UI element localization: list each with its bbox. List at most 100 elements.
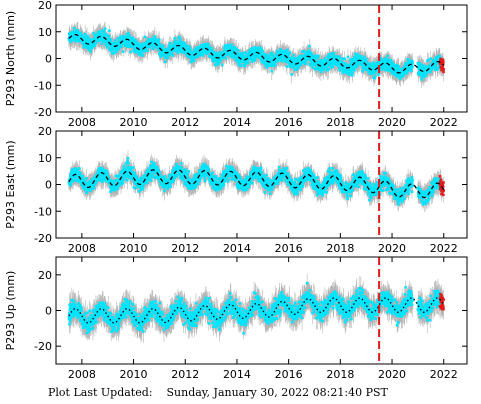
data-point bbox=[395, 73, 398, 77]
data-point bbox=[258, 47, 262, 51]
data-point bbox=[223, 55, 226, 58]
data-point bbox=[441, 65, 445, 68]
data-point bbox=[372, 66, 375, 70]
data-point bbox=[139, 45, 142, 49]
data-point bbox=[322, 68, 325, 72]
data-point bbox=[104, 43, 108, 47]
y-tick-label: -20 bbox=[34, 106, 52, 119]
data-point bbox=[131, 36, 134, 40]
data-point bbox=[84, 44, 88, 48]
data-point bbox=[207, 44, 210, 48]
data-point bbox=[229, 55, 233, 58]
data-point bbox=[328, 54, 332, 58]
data-point bbox=[192, 59, 196, 63]
data-point bbox=[395, 65, 398, 69]
data-point bbox=[225, 43, 229, 47]
data-point bbox=[87, 36, 90, 40]
data-point bbox=[87, 43, 90, 47]
data-point bbox=[253, 56, 257, 60]
data-point bbox=[189, 51, 193, 55]
data-point bbox=[291, 57, 294, 61]
data-point bbox=[285, 60, 288, 64]
data-point bbox=[73, 37, 77, 41]
data-point bbox=[403, 66, 406, 69]
data-point bbox=[295, 59, 299, 62]
data-point bbox=[295, 63, 299, 67]
data-point bbox=[403, 70, 407, 73]
data-point bbox=[324, 58, 328, 62]
data-point bbox=[405, 71, 409, 75]
data-point bbox=[199, 53, 202, 57]
data-points bbox=[67, 26, 442, 81]
data-point bbox=[353, 52, 357, 56]
data-point bbox=[410, 59, 414, 63]
data-point bbox=[204, 42, 208, 46]
data-point bbox=[288, 51, 292, 54]
data-point bbox=[309, 51, 313, 55]
data-point bbox=[434, 62, 438, 66]
data-point bbox=[91, 45, 95, 48]
data-point bbox=[247, 58, 250, 62]
data-point bbox=[434, 67, 438, 70]
data-point bbox=[206, 50, 210, 54]
data-point bbox=[293, 61, 296, 65]
data-point bbox=[253, 49, 256, 52]
data-point bbox=[310, 55, 314, 58]
y-tick-label: 10 bbox=[38, 26, 52, 39]
data-point bbox=[265, 65, 269, 68]
data-point bbox=[159, 55, 163, 58]
data-point bbox=[235, 47, 238, 51]
data-point bbox=[327, 53, 331, 56]
data-point bbox=[389, 58, 393, 62]
data-point bbox=[279, 48, 282, 51]
data-point bbox=[119, 36, 122, 39]
data-point bbox=[432, 58, 436, 62]
data-point bbox=[272, 56, 275, 60]
data-point bbox=[368, 64, 372, 68]
data-point bbox=[373, 75, 377, 78]
data-point bbox=[281, 59, 285, 63]
data-point bbox=[254, 45, 257, 49]
data-point bbox=[337, 59, 341, 62]
data-point bbox=[210, 47, 213, 50]
data-point bbox=[255, 55, 259, 58]
data-point bbox=[147, 45, 151, 49]
data-point bbox=[229, 45, 233, 49]
data-point bbox=[398, 74, 402, 78]
data-point bbox=[80, 33, 83, 37]
data-point bbox=[84, 40, 88, 43]
data-point bbox=[277, 57, 281, 61]
data-point bbox=[127, 43, 131, 47]
y-tick-label: -10 bbox=[34, 79, 52, 92]
data-point bbox=[128, 34, 131, 37]
data-point bbox=[177, 47, 181, 51]
data-point bbox=[194, 53, 198, 57]
data-point bbox=[292, 59, 295, 62]
data-point bbox=[330, 63, 334, 67]
data-point bbox=[250, 57, 253, 61]
data-point bbox=[248, 49, 251, 53]
data-point bbox=[102, 29, 105, 33]
data-point bbox=[108, 29, 111, 33]
data-point bbox=[338, 68, 342, 72]
data-point bbox=[270, 51, 274, 55]
data-point bbox=[102, 30, 106, 34]
data-point bbox=[367, 66, 371, 69]
data-point bbox=[203, 51, 206, 54]
data-point bbox=[354, 55, 357, 59]
north-panel: -20 -10 0 10 20 2008 2010 2012 2014 2016 2018 2020 2… bbox=[4, 0, 468, 129]
data-point bbox=[340, 60, 343, 64]
data-point bbox=[353, 68, 356, 72]
x-tick-label: 2018 bbox=[326, 116, 354, 129]
data-point bbox=[419, 65, 422, 68]
data-point bbox=[319, 60, 322, 64]
data-point bbox=[362, 66, 365, 69]
data-point bbox=[236, 54, 240, 57]
data-point bbox=[343, 62, 347, 65]
data-point bbox=[307, 49, 311, 52]
data-point bbox=[103, 27, 107, 30]
data-point bbox=[286, 48, 289, 52]
data-point bbox=[364, 59, 367, 62]
data-point bbox=[169, 41, 172, 45]
data-point bbox=[251, 57, 255, 61]
